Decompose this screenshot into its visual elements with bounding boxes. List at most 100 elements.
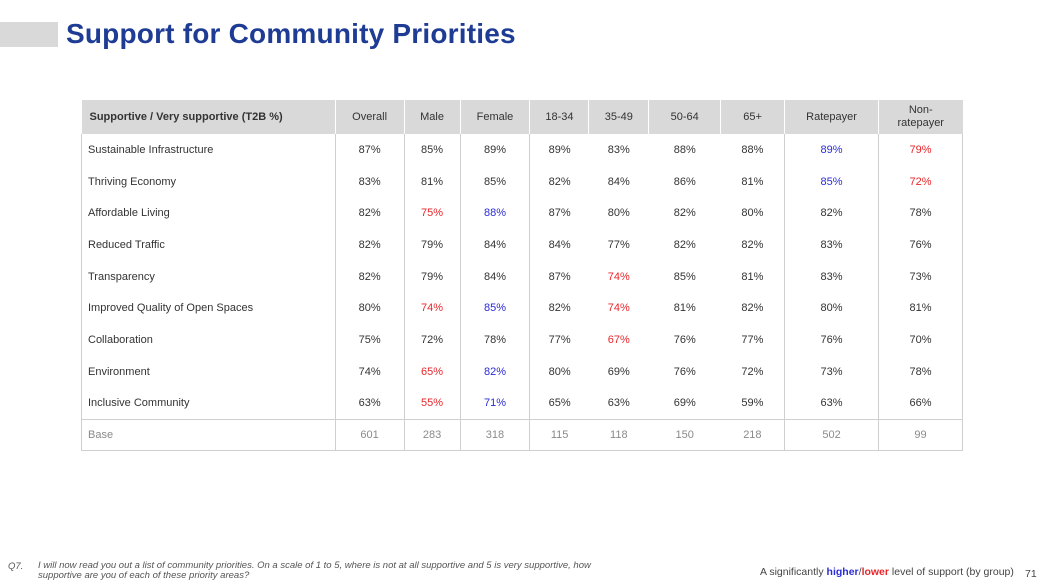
table-row: Affordable Living 82% 75% 88% 87% 80% 82% 80% 82… [82, 197, 963, 230]
cell-overall: 82% [334, 229, 405, 261]
significance-legend: A significantly higher/lower level of su… [760, 566, 1014, 578]
cell-50-64: 69% [673, 397, 696, 410]
base-ratepayer: 502 [784, 419, 879, 452]
cell-male: 74% [403, 292, 460, 325]
base-row: Base 601 283 318 115 118 150 218 502 99 [81, 419, 963, 452]
cell-non-ratepayer: 73% [877, 260, 963, 293]
table-row: Environment 74% 65% 82% 80% 69% 76% 72% 73% 78% [82, 355, 963, 388]
cell-overall: 87% [334, 134, 405, 166]
cell-female: 71% [459, 387, 530, 420]
title-accent-bar [0, 22, 58, 47]
cell-18-34: 87% [529, 260, 589, 293]
cell-65-plus: 80% [741, 207, 764, 220]
row-label: Improved Quality of Open Spaces [88, 302, 254, 315]
cell-non-ratepayer: 81% [877, 292, 963, 325]
cell-35-49: 80% [607, 207, 630, 220]
cell-35-49: 74% [607, 302, 630, 315]
cell-50-64: 86% [673, 175, 696, 188]
cell-non-ratepayer: 72% [877, 165, 963, 198]
cell-35-49: 74% [607, 270, 630, 283]
cell-male: 75% [403, 197, 460, 230]
cell-non-ratepayer: 79% [877, 134, 963, 166]
cell-18-34: 89% [529, 134, 589, 166]
cell-50-64: 82% [673, 238, 696, 251]
cell-35-49: 63% [607, 397, 630, 410]
cell-50-64: 85% [673, 270, 696, 283]
cell-18-34: 82% [529, 292, 589, 325]
row-label: Environment [88, 365, 150, 378]
legend-prefix: A significantly [760, 566, 827, 578]
row-label: Reduced Traffic [88, 238, 165, 251]
row-label: Transparency [88, 270, 155, 283]
question-text: I will now read you out a list of commun… [38, 560, 591, 581]
cell-overall: 75% [334, 324, 405, 356]
row-label: Affordable Living [88, 207, 170, 220]
base-female: 318 [459, 419, 530, 452]
cell-overall: 80% [334, 292, 405, 325]
table-row: Sustainable Infrastructure 87% 85% 89% 89% 83… [82, 134, 963, 166]
legend-lower: lower [861, 566, 889, 578]
cell-non-ratepayer: 78% [877, 197, 963, 230]
cell-35-49: 84% [607, 175, 630, 188]
cell-non-ratepayer: 66% [877, 387, 963, 420]
base-non-ratepayer: 99 [877, 419, 963, 452]
row-label: Thriving Economy [88, 175, 177, 188]
cell-50-64: 76% [673, 365, 696, 378]
cell-50-64: 88% [673, 143, 696, 156]
cell-65-plus: 88% [741, 143, 764, 156]
base-18-34: 115 [529, 419, 589, 452]
page-title: Support for Community Priorities [66, 18, 516, 49]
cell-18-34: 65% [529, 387, 589, 420]
cell-female: 78% [459, 324, 530, 356]
cell-ratepayer: 73% [784, 355, 879, 388]
cell-ratepayer: 85% [784, 165, 879, 198]
cell-male: 72% [403, 324, 460, 356]
cell-ratepayer: 76% [784, 324, 879, 356]
base-65-plus: 218 [720, 419, 785, 452]
cell-18-34: 84% [529, 229, 589, 261]
header-non-ratepayer-label: Non-ratepayer [897, 104, 944, 129]
cell-non-ratepayer: 76% [877, 229, 963, 261]
table-row: Reduced Traffic 82% 79% 84% 84% 77% 82% 82% 83% 7… [82, 229, 963, 261]
cell-female: 84% [459, 229, 530, 261]
row-label: Collaboration [88, 333, 153, 346]
table-row: Inclusive Community 63% 55% 71% 65% 63% 69% 59%… [82, 387, 963, 420]
cell-18-34: 82% [529, 165, 589, 198]
table-body: Sustainable Infrastructure 87% 85% 89% 89% 83… [81, 134, 963, 452]
cell-male: 65% [403, 355, 460, 388]
cell-65-plus: 77% [741, 333, 764, 346]
header-18-34: 18-34 [529, 100, 589, 134]
base-35-49: 118 [588, 419, 649, 452]
table-row: Thriving Economy 83% 81% 85% 82% 84% 86% 81% 85%… [82, 165, 963, 198]
cell-65-plus: 72% [741, 365, 764, 378]
table-row: Transparency 82% 79% 84% 87% 74% 85% 81% 83% 73% [82, 260, 963, 293]
cell-overall: 63% [334, 387, 405, 420]
cell-65-plus: 81% [741, 270, 764, 283]
legend-separator: / [858, 566, 862, 578]
header-stub: Supportive / Very supportive (T2B %) [81, 100, 336, 134]
row-label: Sustainable Infrastructure [88, 143, 214, 156]
cell-male: 55% [403, 387, 460, 420]
base-male: 283 [403, 419, 460, 452]
cell-65-plus: 82% [741, 238, 764, 251]
legend-suffix: level of support (by group) [889, 566, 1014, 578]
cell-male: 79% [403, 229, 460, 261]
cell-ratepayer: 83% [784, 260, 879, 293]
page-number: 71 [1025, 568, 1037, 580]
header-female: Female [459, 100, 530, 134]
cell-65-plus: 81% [741, 175, 764, 188]
cell-50-64: 81% [673, 302, 696, 315]
header-65-plus: 65+ [720, 100, 785, 134]
cell-ratepayer: 89% [784, 134, 879, 166]
header-ratepayer: Ratepayer [784, 100, 879, 134]
cell-35-49: 69% [607, 365, 630, 378]
cell-18-34: 80% [529, 355, 589, 388]
table-header-row: Supportive / Very supportive (T2B %) Ove… [81, 100, 963, 134]
cell-50-64: 76% [673, 333, 696, 346]
cell-male: 81% [403, 165, 460, 198]
base-50-64: 150 [648, 419, 721, 452]
cell-overall: 82% [334, 197, 405, 230]
cell-50-64: 82% [673, 207, 696, 220]
base-overall: 601 [334, 419, 405, 452]
cell-overall: 83% [334, 165, 405, 198]
